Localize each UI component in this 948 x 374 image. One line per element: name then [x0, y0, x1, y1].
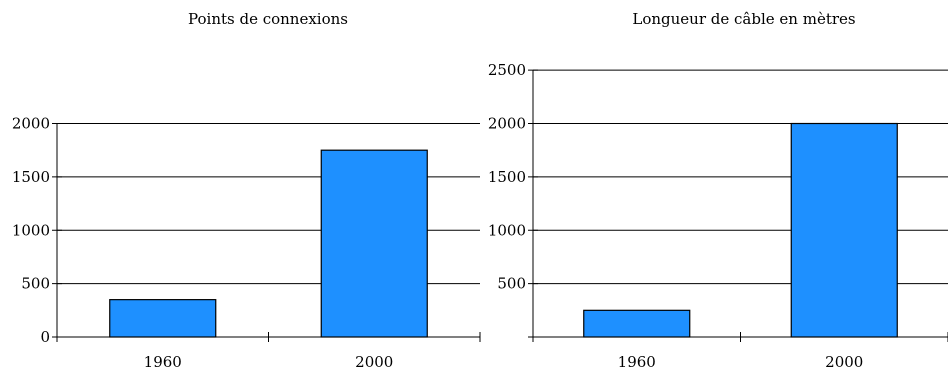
chart-2-xtick-label-2000: 2000 — [825, 353, 863, 371]
chart-1-ytick-label-1500: 1500 — [12, 168, 50, 186]
chart-1-ytick-label-0: 0 — [40, 328, 50, 346]
chart-2-ytick-label-1000: 1000 — [488, 221, 526, 239]
chart-1-ytick-label-1000: 1000 — [12, 221, 50, 239]
chart-1-xtick-label-2000: 2000 — [355, 353, 393, 371]
chart-1-bar-1960 — [109, 299, 217, 338]
chart-2-xtick-label-1960: 1960 — [618, 353, 656, 371]
chart-1-bar-2000 — [320, 149, 428, 338]
chart-1-xtick-label-1960: 1960 — [144, 353, 182, 371]
chart-2-ytick-label-2500: 2500 — [488, 61, 526, 79]
chart-1-ytick-label-2000: 2000 — [12, 115, 50, 133]
chart-2-ytick-label-2000: 2000 — [488, 115, 526, 133]
chart-2-title: Longueur de câble en mètres — [632, 10, 855, 28]
chart-2-ytick-label-500: 500 — [497, 275, 526, 293]
chart-1-ytick-label-500: 500 — [21, 275, 50, 293]
chart-1-title: Points de connexions — [188, 10, 348, 28]
chart-2-bar-2000 — [790, 122, 898, 338]
chart-2-ytick-label-1500: 1500 — [488, 168, 526, 186]
chart-2-bar-1960 — [583, 309, 691, 338]
